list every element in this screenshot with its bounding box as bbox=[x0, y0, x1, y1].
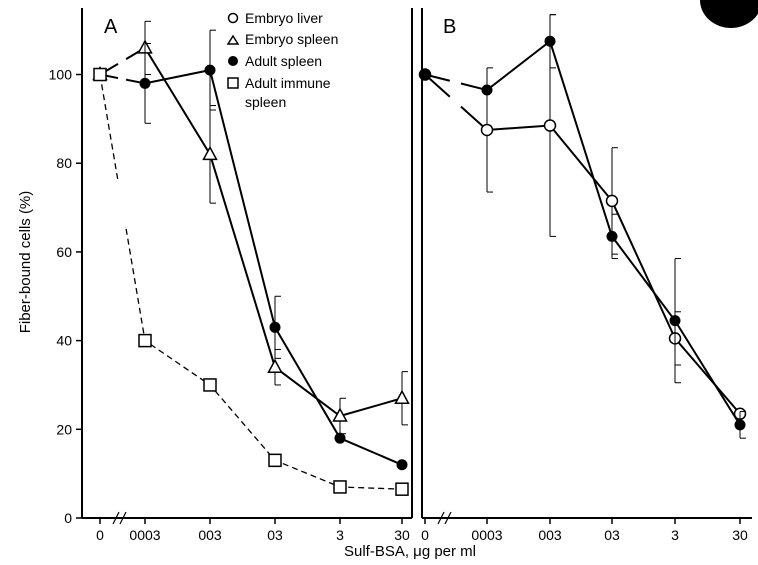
panel-a-y-tick-label: 0 bbox=[64, 510, 72, 526]
panel-b-x-tick-label: 3 bbox=[671, 527, 679, 543]
panel-a-x-tick-label: 0003 bbox=[129, 527, 160, 543]
panel-a-x-tick-label: 0 bbox=[96, 527, 104, 543]
panel-a-point-adult-immune-spleen bbox=[138, 333, 152, 348]
panel-a-point-embryo-spleen bbox=[394, 389, 410, 405]
panel-a-line-adult-immune-spleen bbox=[99, 74, 119, 182]
panel-a-point-embryo-spleen bbox=[332, 407, 348, 422]
panel-a-point-adult-immune-spleen bbox=[203, 378, 217, 392]
panel-a-x-tick-label: 03 bbox=[267, 527, 283, 543]
panel-a-y-tick-label: 20 bbox=[56, 421, 72, 437]
panel-a-line-adult-immune-spleen bbox=[125, 228, 403, 490]
panel-a-x-tick-label: 30 bbox=[394, 527, 410, 543]
panel-b-x-axis-break bbox=[444, 511, 452, 525]
panel-b: 0 0003 003 03 3 30 bbox=[418, 8, 752, 543]
panel-b-x-tick-label: 0 bbox=[421, 527, 429, 543]
panel-a-y-tick-label: 80 bbox=[56, 155, 72, 171]
legend-adult-immune-spleen: spleen bbox=[245, 94, 286, 110]
panel-a-point-adult-immune-spleen bbox=[333, 480, 347, 494]
panel-b-point-adult-spleen bbox=[669, 315, 681, 327]
panel-a-point-adult-immune-spleen bbox=[395, 482, 409, 496]
panel-b-label: B bbox=[443, 16, 456, 38]
panel-a-point-adult-spleen bbox=[204, 64, 216, 76]
panel-b-x-axis-break bbox=[437, 511, 445, 525]
legend-embryo-spleen: Embryo spleen bbox=[245, 31, 338, 47]
panel-a-line-adult-spleen bbox=[125, 68, 403, 466]
legend-open-circle-marker bbox=[227, 12, 239, 24]
panel-b-x-tick-label: 0003 bbox=[471, 527, 502, 543]
panel-a: 0 20 40 60 80 100 0 0003 003 03 3 30 bbox=[49, 8, 413, 543]
panel-a-x-axis-break bbox=[119, 511, 127, 525]
panel-a-point-embryo-spleen bbox=[267, 358, 283, 373]
panel-a-label: A bbox=[104, 16, 118, 38]
panel-a-point-embryo-spleen bbox=[202, 145, 218, 161]
legend-adult-immune: Adult immune bbox=[245, 75, 331, 91]
legend-embryo-liver: Embryo liver bbox=[245, 10, 323, 26]
panel-b-point-adult-spleen bbox=[544, 35, 556, 47]
y-axis-title: Fiber-bound cells (%) bbox=[17, 191, 34, 334]
panel-a-x-tick-label: 3 bbox=[336, 527, 344, 543]
legend-open-square-marker bbox=[227, 77, 239, 89]
panel-a-point-adult-immune-spleen bbox=[268, 453, 282, 468]
panel-a-point-adult-spleen bbox=[334, 432, 346, 444]
panel-b-x-tick-label: 03 bbox=[604, 527, 620, 543]
legend-open-triangle-marker bbox=[226, 34, 240, 45]
panel-b-x-tick-label: 003 bbox=[538, 527, 562, 543]
panel-b-line-adult-spleen bbox=[460, 39, 741, 426]
panel-b-x-tick-label: 30 bbox=[732, 527, 748, 543]
panel-b-point-adult-spleen bbox=[734, 419, 746, 431]
panel-a-y-tick-label: 40 bbox=[56, 333, 72, 349]
panel-a-y-tick-label: 100 bbox=[49, 67, 73, 83]
x-axis-title: Sulf-BSA, μg per ml bbox=[344, 543, 476, 560]
panel-b-point-adult-spleen bbox=[481, 84, 493, 96]
panel-b-point-adult-spleen bbox=[419, 69, 431, 81]
panel-b-point-adult-spleen bbox=[606, 230, 618, 242]
panel-b-line-embryo-liver bbox=[460, 105, 741, 415]
panel-a-point-adult-spleen bbox=[139, 77, 151, 89]
panel-a-point-adult-spleen bbox=[396, 459, 408, 471]
panel-b-point-embryo-liver bbox=[605, 194, 619, 208]
panel-b-point-embryo-liver bbox=[543, 119, 557, 132]
legend-filled-circle-marker bbox=[228, 56, 238, 66]
legend: Embryo liver Embryo spleen Adult spleen … bbox=[226, 10, 338, 110]
panel-a-y-tick-label: 60 bbox=[56, 244, 72, 260]
panel-a-point-adult-spleen bbox=[269, 321, 281, 333]
legend-adult-spleen: Adult spleen bbox=[245, 53, 322, 69]
panel-a-x-tick-label: 003 bbox=[198, 527, 222, 543]
panel-b-point-embryo-liver bbox=[480, 123, 494, 137]
panel-a-point-adult-immune-spleen bbox=[93, 67, 107, 82]
panel-a-x-axis-break bbox=[112, 511, 120, 525]
